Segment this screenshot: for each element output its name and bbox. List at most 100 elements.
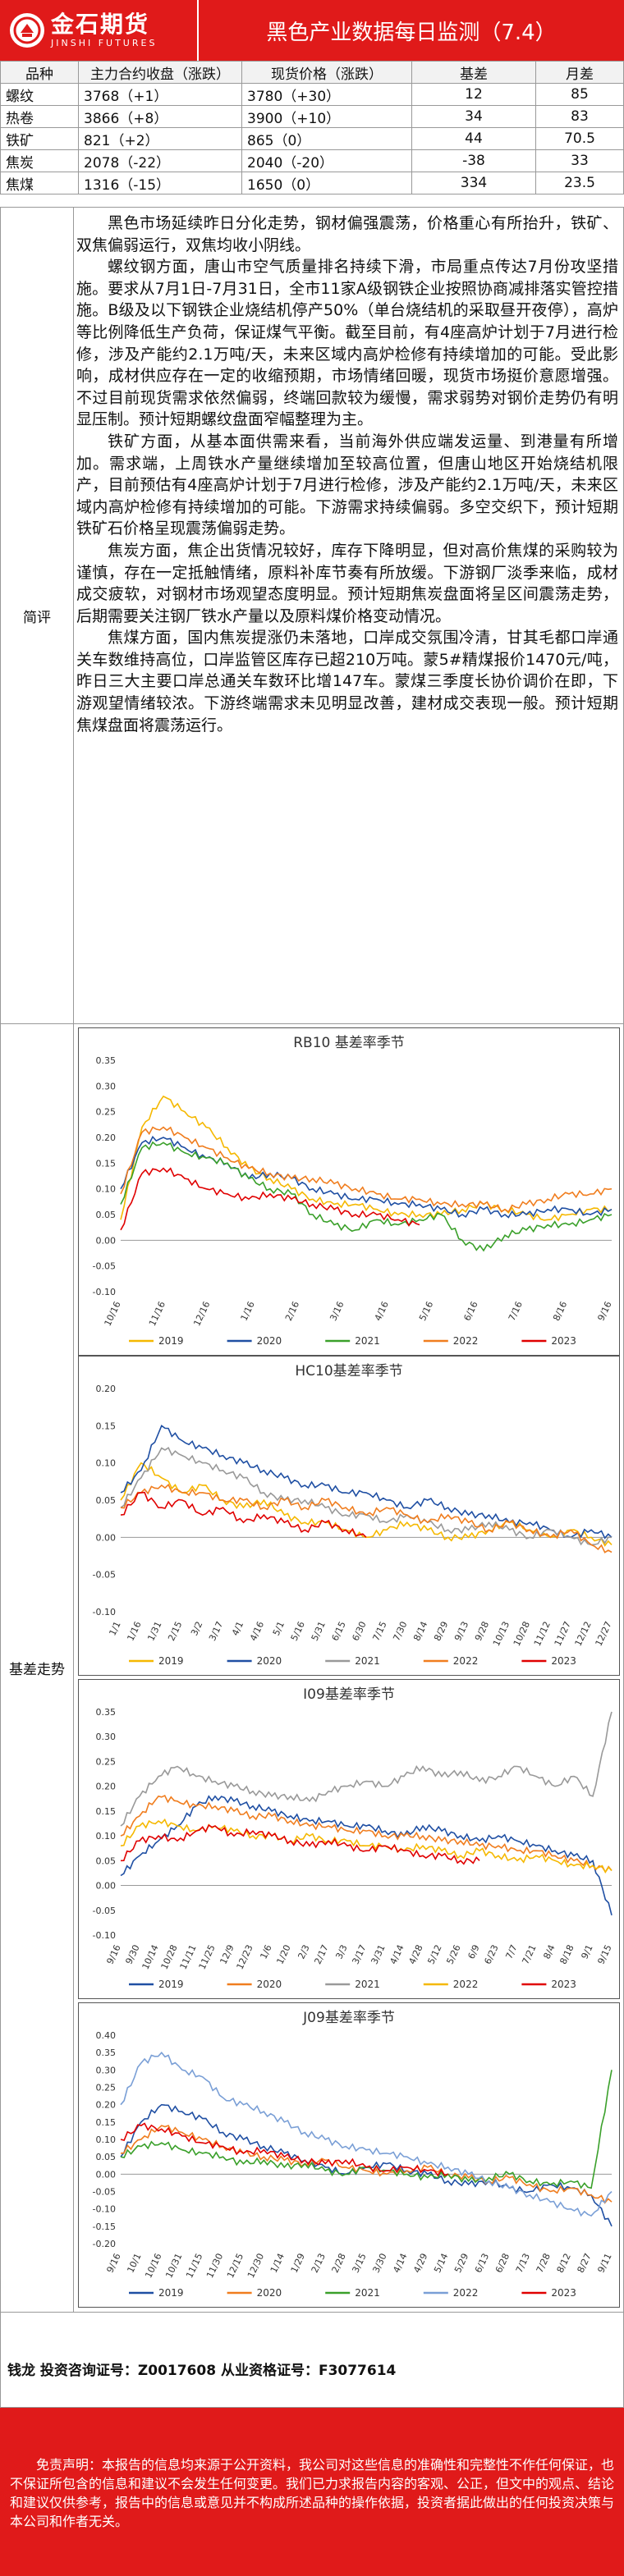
chart-frame (78, 1679, 620, 1999)
y-tick-label: 0.35 (96, 1707, 117, 1718)
table-cell: 33 (535, 149, 624, 172)
y-tick-label: 0.00 (96, 2169, 117, 2180)
legend-label: 2019 (158, 1979, 184, 1990)
legend-label: 2020 (257, 2287, 282, 2299)
chart-title: RB10 基差率季节 (293, 1035, 405, 1051)
y-tick-label: -0.10 (93, 2204, 116, 2215)
y-tick-label: 0.20 (96, 1384, 117, 1394)
y-tick-label: 0.00 (96, 1881, 117, 1892)
chart-frame (78, 1027, 620, 1356)
y-tick-label: -0.20 (93, 2239, 116, 2249)
legend-label: 2022 (453, 1979, 479, 1990)
header: 金石期货 JINSHI FUTURES 黑色产业数据每日监测（7.4） (0, 0, 624, 61)
table-cell: 2040（-20） (241, 149, 412, 172)
y-tick-label: 0.05 (96, 1855, 117, 1866)
y-tick-label: 0.15 (96, 1421, 117, 1431)
legend-label: 2021 (355, 1335, 380, 1347)
y-tick-label: -0.10 (93, 1607, 116, 1617)
y-tick-label: 0.30 (96, 2065, 117, 2075)
series-line-2023 (120, 1491, 367, 1538)
table-cell: 螺纹 (0, 83, 79, 106)
charts-section-label: 基差走势 (1, 1024, 74, 2312)
series-line-2023 (120, 1823, 480, 1865)
y-tick-label: 0.25 (96, 1756, 117, 1767)
table-cell: 3780（+30） (241, 83, 412, 106)
table-cell: 821（+2） (78, 127, 242, 150)
table-cell: 3866（+8） (78, 105, 242, 128)
series-line-2021 (120, 1711, 613, 1827)
series-line-2022 (120, 1483, 613, 1553)
y-tick-label: 0.10 (96, 1184, 117, 1195)
market-data-table: 品种 主力合约收盘（涨跌） 现货价格（涨跌） 基差 月差 螺纹 3768（+1）… (0, 61, 624, 194)
y-tick-label: -0.15 (93, 2221, 116, 2232)
legend-label: 2021 (355, 1979, 380, 1990)
table-row: 热卷 3866（+8） 3900（+10） 34 83 (0, 105, 624, 128)
table-cell: 83 (535, 105, 624, 128)
y-tick-label: 0.10 (96, 1831, 117, 1842)
chart-title: HC10基差率季节 (295, 1363, 402, 1380)
table-header-cell: 基差 (411, 61, 536, 84)
logo-cn: 金石期货 (51, 11, 150, 38)
y-tick-label: 0.25 (96, 1107, 117, 1118)
y-tick-label: 0.10 (96, 2134, 117, 2145)
j09-basis-chart: J09基差率季节 0.40 0.35 0.30 0.25 0.20 0.15 0.10 0.05… (78, 2002, 620, 2308)
series-line-2019 (120, 1795, 613, 1915)
y-tick-label: 0.35 (96, 2048, 117, 2058)
table-row: 铁矿 821（+2） 865（0） 44 70.5 (0, 127, 624, 150)
series-line-2020 (120, 2125, 613, 2204)
table-header-cell: 现货价格（涨跌） (241, 61, 412, 84)
y-tick-label: 0.20 (96, 1782, 117, 1792)
commentary-paragraph: 铁矿方面，从基本面供需来看，当前海外供应端发运量、到港量有所增加。需求端，上周铁… (76, 432, 618, 538)
table-cell: 12 (411, 83, 536, 106)
legend-label: 2020 (257, 1655, 282, 1667)
legend-label: 2023 (551, 2287, 576, 2299)
table-cell: 85 (535, 83, 624, 106)
rb10-basis-chart-svg: RB10 基差率季节 0.35 0.30 0.25 0.20 0.15 0.10 0.05 0.… (78, 1027, 620, 1356)
table-cell: 焦煤 (0, 172, 79, 194)
y-tick-label: 0.05 (96, 2152, 117, 2162)
legend-label: 2021 (355, 2287, 380, 2299)
y-tick-label: 0.05 (96, 1495, 117, 1506)
y-tick-label: -0.10 (93, 1930, 116, 1941)
y-tick-label: -0.05 (93, 1570, 116, 1581)
y-tick-label: 0.10 (96, 1458, 117, 1469)
chart-title: J09基差率季节 (302, 2010, 395, 2026)
i09-basis-chart: I09基差率季节 0.35 0.30 0.25 0.20 0.15 0.10 0.05 0.00… (78, 1679, 620, 1999)
legend-label: 2020 (257, 1979, 282, 1990)
y-tick-label: 0.05 (96, 1210, 117, 1220)
series-line-2022 (120, 1126, 613, 1213)
commentary-label: 简评 (1, 208, 74, 1023)
series-line-2019 (120, 1095, 613, 1222)
y-tick-label: -0.10 (93, 1287, 116, 1297)
table-header-cell: 主力合约收盘（涨跌） (78, 61, 242, 84)
legend-label: 2023 (551, 1335, 576, 1347)
rb10-basis-chart: RB10 基差率季节 0.35 0.30 0.25 0.20 0.15 0.10 0.05 0.… (78, 1027, 620, 1356)
series-line-2020 (120, 1425, 613, 1540)
commentary-text: 黑色市场延续昨日分化走势，钢材偏强震荡，价格重心有所抬升，铁矿、双焦偏弱运行，双… (76, 213, 618, 736)
hc10-basis-chart-svg: HC10基差率季节0.200.150.100.050.00-0.05-0.101… (78, 1356, 620, 1676)
page-title: 黑色产业数据每日监测（7.4） (197, 0, 624, 61)
y-tick-label: 0.20 (96, 2100, 117, 2111)
y-tick-label: 0.35 (96, 1055, 117, 1066)
legend-label: 2023 (551, 1979, 576, 1990)
legend-label: 2022 (453, 2287, 479, 2299)
logo-en: JINSHI FUTURES (51, 38, 158, 48)
chart-title: I09基差率季节 (303, 1686, 395, 1703)
y-tick-label: 0.15 (96, 2117, 117, 2128)
legend-label: 2019 (158, 1335, 184, 1347)
logo-mark-icon (10, 13, 44, 48)
hc10-basis-chart: HC10基差率季节 0.20 0.15 0.10 0.05 0.00 -0.05 -0.10 1… (78, 1356, 620, 1676)
commentary-section: 简评 黑色市场延续昨日分化走势，钢材偏强震荡，价格重心有所抬升，铁矿、双焦偏弱运… (0, 207, 624, 1024)
series-line-2023 (120, 1167, 420, 1231)
table-cell: 3900（+10） (241, 105, 412, 128)
table-header-cell: 品种 (0, 61, 79, 84)
y-tick-label: -0.05 (93, 1261, 116, 1272)
table-cell: 44 (411, 127, 536, 150)
y-tick-label: 0.00 (96, 1532, 117, 1543)
legend-label: 2023 (551, 1655, 576, 1667)
table-row: 焦煤 1316（-15） 1650（0） 334 23.5 (0, 172, 624, 194)
series-line-2020 (120, 1794, 613, 1874)
legend-label: 2022 (453, 1335, 479, 1347)
legend-label: 2021 (355, 1655, 380, 1667)
table-cell: 865（0） (241, 127, 412, 150)
